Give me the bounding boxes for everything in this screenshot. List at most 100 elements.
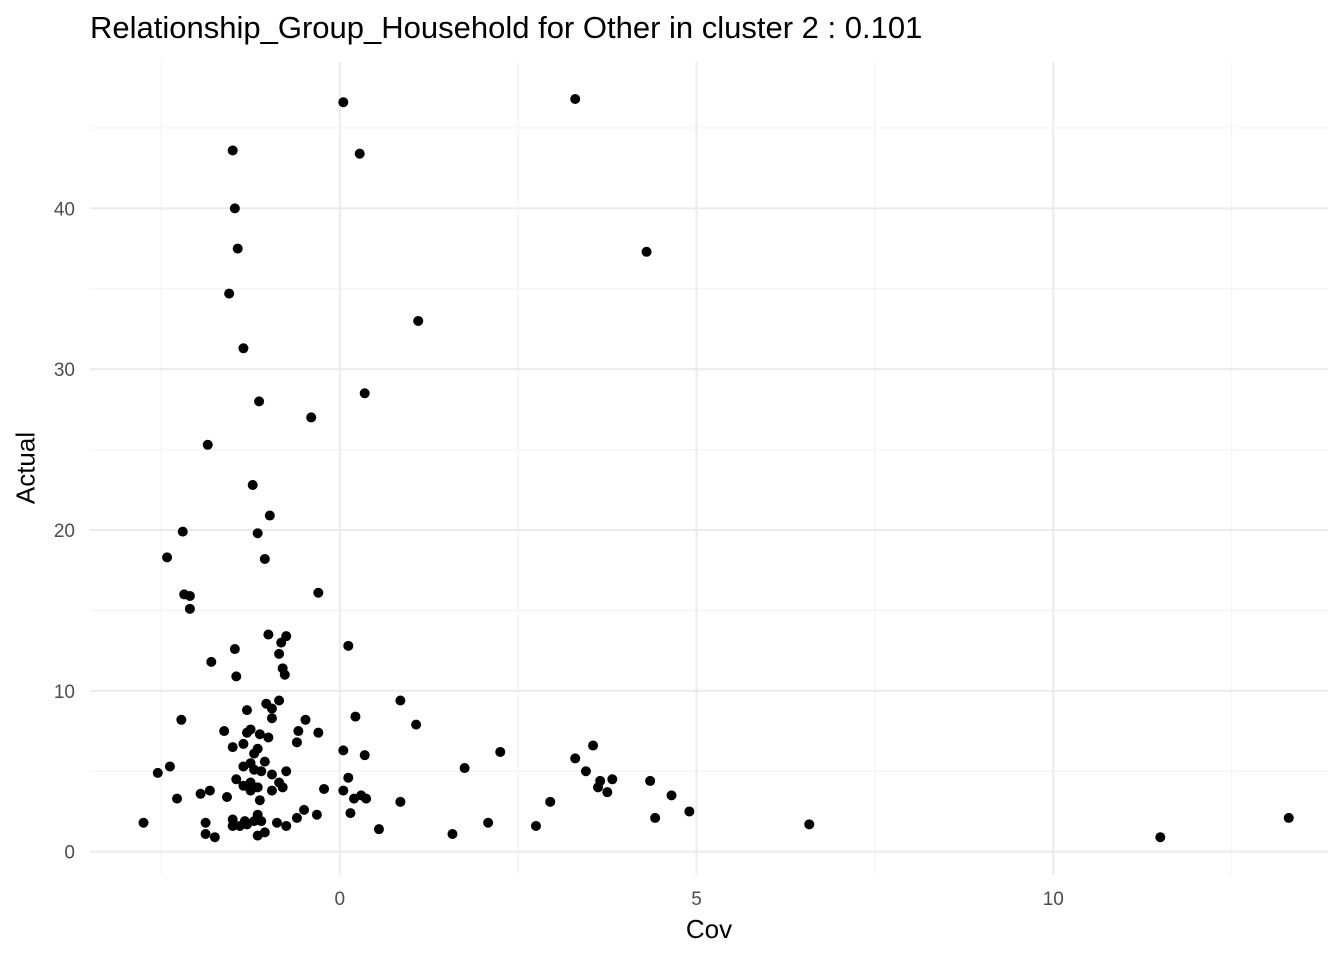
data-point bbox=[281, 820, 292, 831]
data-point bbox=[306, 412, 317, 423]
data-point bbox=[570, 753, 581, 764]
data-point bbox=[602, 787, 613, 798]
data-point bbox=[350, 711, 361, 722]
x-axis-label: Cov bbox=[685, 914, 733, 944]
data-point bbox=[413, 315, 424, 326]
y-tick-label: 30 bbox=[54, 360, 75, 381]
data-point bbox=[219, 726, 230, 737]
tick-labels: 0 5 10 0 10 20 30 40 bbox=[54, 199, 1064, 910]
data-point bbox=[259, 553, 270, 564]
y-axis-label: Actual bbox=[10, 431, 41, 505]
data-point bbox=[184, 590, 195, 601]
data-point bbox=[224, 288, 235, 299]
data-point bbox=[530, 820, 541, 831]
data-point bbox=[238, 761, 249, 772]
data-point bbox=[804, 819, 815, 830]
data-point bbox=[1283, 812, 1294, 823]
data-point bbox=[313, 727, 324, 738]
data-point bbox=[447, 828, 458, 839]
data-point bbox=[311, 809, 322, 820]
data-point bbox=[204, 785, 215, 796]
data-point bbox=[202, 439, 213, 450]
data-point bbox=[200, 828, 211, 839]
data-point bbox=[291, 812, 302, 823]
data-point bbox=[274, 648, 285, 659]
data-point bbox=[263, 732, 274, 743]
data-point bbox=[266, 713, 277, 724]
data-point bbox=[231, 774, 242, 785]
data-point bbox=[395, 796, 406, 807]
data-point bbox=[1155, 832, 1166, 843]
data-point bbox=[293, 726, 304, 737]
data-point bbox=[200, 817, 211, 828]
data-point bbox=[256, 816, 267, 827]
data-point bbox=[177, 526, 188, 537]
data-point bbox=[222, 791, 233, 802]
x-tick-label: 5 bbox=[691, 889, 702, 910]
data-point bbox=[395, 695, 406, 706]
data-point bbox=[313, 587, 324, 598]
data-point bbox=[263, 629, 274, 640]
data-point bbox=[338, 785, 349, 796]
y-tick-label: 40 bbox=[54, 199, 75, 220]
data-point bbox=[607, 774, 618, 785]
data-point bbox=[338, 97, 349, 108]
data-point bbox=[271, 817, 282, 828]
data-point bbox=[231, 671, 242, 682]
data-point bbox=[343, 772, 354, 783]
data-point bbox=[227, 820, 238, 831]
data-point bbox=[354, 148, 365, 159]
data-point bbox=[254, 729, 265, 740]
data-point bbox=[299, 804, 310, 815]
data-point bbox=[684, 806, 695, 817]
data-point bbox=[666, 790, 677, 801]
data-point bbox=[247, 479, 258, 490]
data-point bbox=[274, 695, 285, 706]
x-tick-label: 0 bbox=[334, 889, 345, 910]
data-point bbox=[459, 763, 470, 774]
data-point bbox=[227, 145, 238, 156]
data-point bbox=[252, 830, 263, 841]
data-point bbox=[172, 793, 183, 804]
data-point bbox=[343, 640, 354, 651]
data-point bbox=[588, 740, 599, 751]
data-points bbox=[138, 93, 1294, 843]
grid-lines bbox=[90, 62, 1328, 875]
data-point bbox=[254, 795, 265, 806]
data-point bbox=[361, 793, 372, 804]
x-tick-label: 10 bbox=[1043, 889, 1064, 910]
data-point bbox=[338, 745, 349, 756]
data-point bbox=[206, 656, 217, 667]
data-point bbox=[266, 703, 277, 714]
data-point bbox=[349, 793, 360, 804]
data-point bbox=[254, 396, 265, 407]
data-point bbox=[545, 796, 556, 807]
data-point bbox=[650, 812, 661, 823]
data-point bbox=[184, 603, 195, 614]
data-point bbox=[593, 782, 604, 793]
data-point bbox=[232, 243, 243, 254]
data-point bbox=[229, 203, 240, 214]
data-point bbox=[345, 808, 356, 819]
data-point bbox=[266, 769, 277, 780]
data-point bbox=[373, 824, 384, 835]
data-point bbox=[229, 644, 240, 655]
data-point bbox=[238, 343, 249, 354]
data-point bbox=[495, 746, 506, 757]
data-point bbox=[176, 714, 187, 725]
data-point bbox=[241, 727, 252, 738]
data-point bbox=[162, 552, 173, 563]
data-point bbox=[234, 820, 245, 831]
data-point bbox=[276, 637, 287, 648]
y-tick-label: 10 bbox=[54, 682, 75, 703]
y-tick-label: 20 bbox=[54, 521, 75, 542]
data-point bbox=[152, 767, 163, 778]
data-point bbox=[195, 788, 206, 799]
data-point bbox=[245, 785, 256, 796]
data-point bbox=[238, 780, 249, 791]
data-point bbox=[570, 93, 581, 104]
data-point bbox=[256, 766, 267, 777]
data-point bbox=[259, 756, 270, 767]
data-point bbox=[580, 766, 591, 777]
